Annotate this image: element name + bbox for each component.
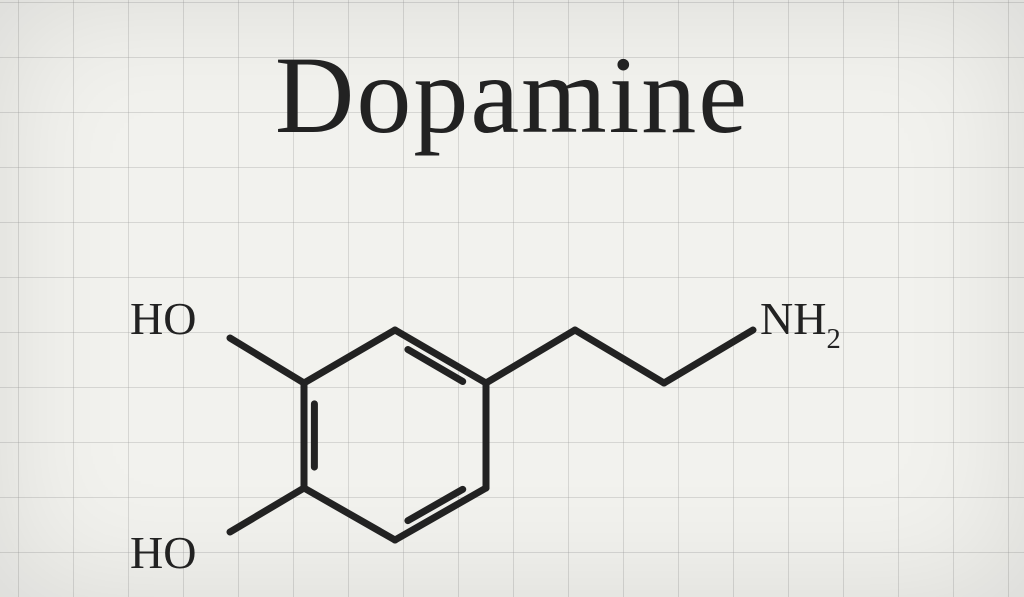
label-oh-bottom: HO <box>130 530 196 576</box>
graph-paper: Dopamine HO HO NH2 <box>0 0 1024 597</box>
title-text: Dopamine <box>275 32 749 159</box>
molecule-diagram: HO HO NH2 <box>120 280 920 590</box>
label-nh2: NH2 <box>760 296 841 351</box>
label-oh-top: HO <box>130 296 196 342</box>
